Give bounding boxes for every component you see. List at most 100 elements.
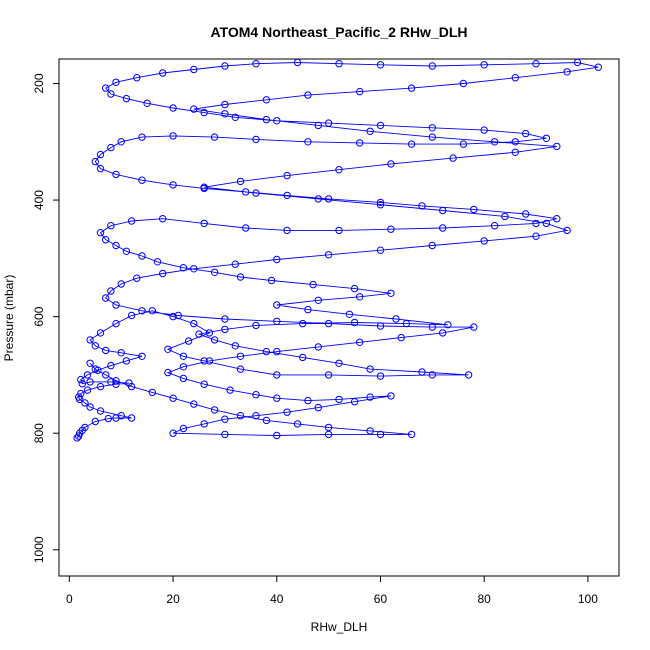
data-point [314,403,322,412]
data-point [221,325,229,334]
data-point [122,247,131,256]
data-point [376,121,385,130]
x-tick-label: 80 [478,592,492,606]
data-point [226,386,234,394]
data-point [283,226,291,235]
data-point [133,274,141,282]
data-point [210,336,219,344]
data-point [324,251,333,259]
data-point [428,124,436,132]
x-tick-label: 40 [270,592,284,606]
data-point [117,138,125,146]
data-point [231,342,240,350]
data-point [356,139,364,147]
data-point [236,273,245,281]
data-point [387,392,395,400]
series-line [76,62,599,439]
data-point [366,427,374,435]
data-point [273,431,281,440]
data-point [102,346,110,355]
data-point [573,58,582,67]
data-point [252,321,260,330]
data-point [428,133,436,141]
data-point [210,406,219,414]
data-point [324,371,333,379]
data-point [324,195,333,203]
data-point [464,371,473,379]
data-point [314,195,322,203]
data-point [387,289,395,297]
data-point [252,391,260,399]
data-point [356,293,364,301]
data-point [200,380,208,388]
data-point [91,365,100,373]
data-point [356,338,364,346]
data-point [133,74,141,82]
data-point [387,160,395,168]
data-point [159,69,167,77]
data-point [366,365,374,373]
data-point [273,317,281,325]
data-point [91,157,100,166]
data-point [174,311,183,320]
data-point [86,336,94,344]
data-point [480,61,488,69]
data-point [428,323,436,331]
data-point [397,333,405,342]
data-point [335,60,343,68]
data-point [138,307,146,315]
data-point [77,389,85,398]
data-point [407,84,416,92]
data-point [511,148,519,157]
data-point [490,222,499,230]
data-point [428,371,436,379]
data-point [102,84,110,92]
data-point [236,412,245,420]
data-point [210,268,219,276]
data-point [107,143,115,152]
data-point [470,205,478,214]
data-point [138,352,146,360]
data-point [542,219,551,228]
x-tick-label: 20 [166,592,180,606]
data-point [117,349,125,357]
data-point [102,236,110,244]
data-point [392,315,400,323]
data-point [200,420,208,428]
data-point [117,412,125,420]
data-point [107,287,115,295]
data-point [153,258,162,266]
data-point [522,129,530,138]
data-point [563,68,571,76]
data-point [112,319,120,328]
data-point [304,396,312,405]
y-tick-label: 600 [32,306,46,326]
data-point [376,201,385,209]
data-point [324,319,333,328]
data-point [104,414,113,423]
data-point [335,166,343,174]
data-point [231,113,240,122]
data-point [376,322,385,330]
data-point [532,232,540,240]
data-point [262,347,271,356]
data-point [262,96,271,104]
data-point [205,357,214,365]
data-point [169,312,177,321]
data-point [283,191,291,200]
data-point [148,388,157,397]
data-point [501,212,509,221]
data-point [252,135,260,144]
data-point [273,117,281,125]
data-point [511,74,519,82]
data-point [164,368,172,377]
y-tick-label: 1000 [32,536,46,563]
data-point [221,430,229,439]
data-point [169,132,177,140]
data-point [273,371,281,379]
data-point [387,225,395,233]
data-point [428,241,436,250]
data-point [335,359,343,367]
data-point [299,319,307,328]
